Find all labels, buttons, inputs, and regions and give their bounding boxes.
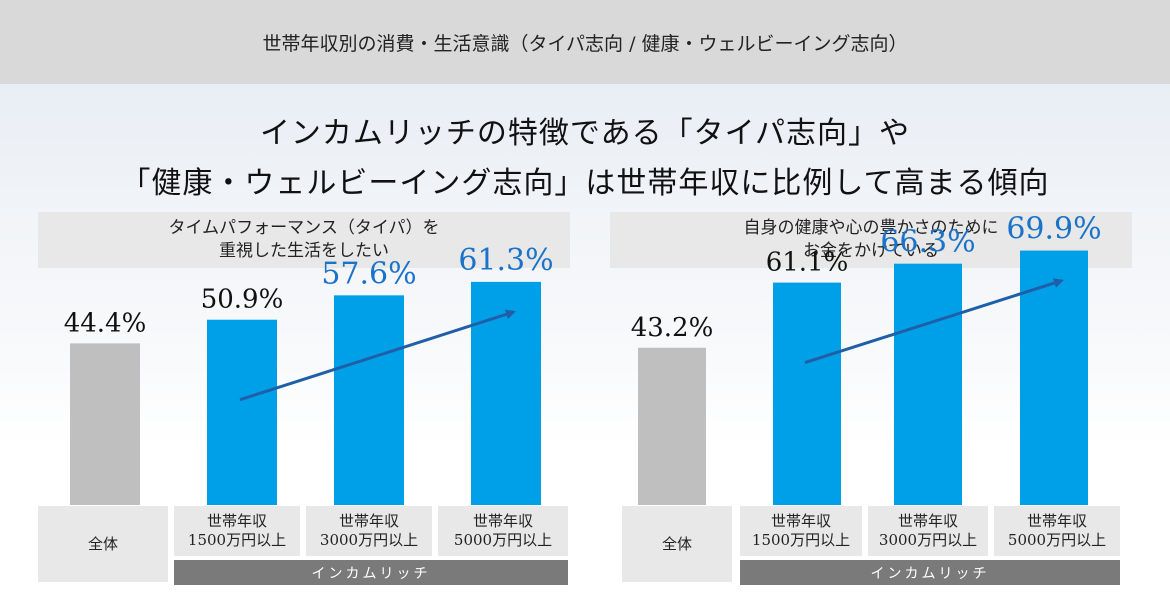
- right-chart-title-line-2: お金をかけている: [803, 241, 939, 261]
- headline-line-2: 「健康・ウェルビーイング志向」は世帯年収に比例して高まる傾向: [120, 166, 1050, 201]
- right-value-label-2: 61.1%: [766, 248, 849, 278]
- right-category-1: 全体: [622, 506, 732, 582]
- left-chart-title: タイムパフォーマンス（タイパ）を 重視した生活をしたい: [38, 212, 570, 268]
- right-chart-title-line-1: 自身の健康や心の豊かさのために: [743, 218, 999, 238]
- right-category-4-line-1: 世帯年収: [1026, 512, 1087, 530]
- right-category-4: 世帯年収 5000万円以上: [994, 506, 1120, 556]
- right-bar-4: [1020, 250, 1088, 505]
- left-value-label-4: 61.3%: [458, 243, 553, 278]
- right-trend-arrow: [804, 278, 1064, 365]
- right-category-4-line-2: 5000万円以上: [1007, 531, 1107, 549]
- left-category-1: 全体: [38, 506, 168, 582]
- right-category-2: 世帯年収 1500万円以上: [740, 506, 862, 556]
- right-value-label-4: 69.9%: [1006, 212, 1101, 247]
- left-category-4: 世帯年収 5000万円以上: [438, 506, 568, 556]
- left-category-1-line-1: 全体: [87, 534, 118, 553]
- right-group-label: インカムリッチ: [740, 560, 1120, 585]
- left-value-label-2: 50.9%: [201, 285, 284, 315]
- left-category-3: 世帯年収 3000万円以上: [306, 506, 432, 556]
- left-value-label-1: 44.4%: [64, 308, 147, 338]
- right-value-label-1: 43.2%: [631, 313, 714, 343]
- left-bar-1: [70, 343, 140, 505]
- left-category-4-line-1: 世帯年収: [472, 512, 533, 530]
- right-category-1-line-1: 全体: [661, 534, 692, 553]
- right-value-label-3: 66.3%: [880, 225, 975, 260]
- page-title: 世帯年収別の消費・生活意識（タイパ志向 / 健康・ウェルビーイング志向）: [262, 32, 908, 55]
- left-chart-title-line-2: 重視した生活をしたい: [219, 241, 389, 261]
- right-bar-1: [638, 347, 706, 505]
- right-category-2-line-2: 1500万円以上: [751, 531, 851, 549]
- left-chart-title-line-1: タイムパフォーマンス（タイパ）を: [168, 218, 440, 238]
- right-category-2-line-1: 世帯年収: [770, 512, 831, 530]
- right-category-3: 世帯年収 3000万円以上: [868, 506, 988, 556]
- left-bar-3: [334, 295, 404, 505]
- left-value-label-3: 57.6%: [321, 256, 416, 291]
- left-bar-2: [207, 319, 277, 505]
- headline-line-1: インカムリッチの特徴である「タイパ志向」や: [259, 116, 911, 151]
- right-bar-2: [773, 282, 841, 505]
- right-category-3-line-2: 3000万円以上: [878, 531, 978, 549]
- left-category-2-line-2: 1500万円以上: [187, 531, 287, 549]
- left-category-3-line-2: 3000万円以上: [319, 531, 419, 549]
- left-category-3-line-1: 世帯年収: [338, 512, 399, 530]
- left-category-4-line-2: 5000万円以上: [453, 531, 553, 549]
- right-category-3-line-1: 世帯年収: [897, 512, 958, 530]
- right-bar-3: [894, 263, 962, 505]
- left-trend-arrow: [239, 309, 516, 402]
- left-category-2-line-1: 世帯年収: [206, 512, 267, 530]
- left-group-label: インカムリッチ: [174, 560, 568, 585]
- left-category-2: 世帯年収 1500万円以上: [174, 506, 300, 556]
- header-bar: 世帯年収別の消費・生活意識（タイパ志向 / 健康・ウェルビーイング志向）: [0, 0, 1170, 84]
